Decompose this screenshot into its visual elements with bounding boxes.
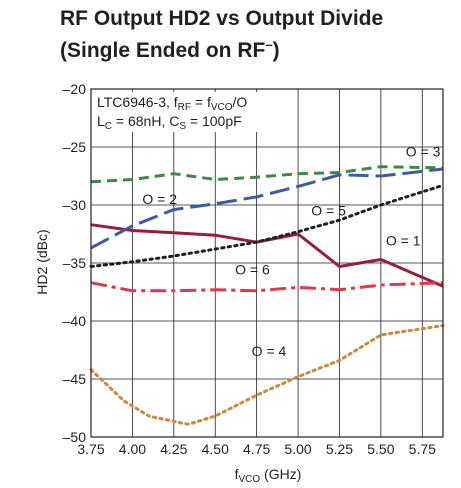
y-tick-label: –30	[63, 197, 87, 213]
x-tick-label: 4.00	[119, 441, 146, 457]
y-tick-label: –35	[63, 255, 87, 271]
chart-title: RF Output HD2 vs Output Divide (Single E…	[60, 6, 383, 64]
y-tick-label: –20	[63, 81, 87, 97]
x-tick-label: 3.75	[77, 441, 104, 457]
annotation-box: LTC6946-3, fRF = fVCO/O LC = 68nH, CS = …	[94, 92, 272, 132]
y-tick-label: –25	[63, 139, 87, 155]
chart-grid	[91, 89, 443, 437]
chart-series	[89, 165, 445, 426]
x-tick-label: 4.25	[160, 441, 187, 457]
series-line-o-4	[89, 324, 445, 426]
series-label: O = 4	[252, 343, 287, 359]
series-line-o-6	[90, 281, 444, 293]
annotation-line-2: LC = 68nH, CS = 100pF	[97, 113, 242, 132]
x-tick-label: 4.50	[202, 441, 229, 457]
chart-title-line-2-main: (Single Ended on RF	[60, 39, 266, 62]
x-axis-label: fVCO (GHz)	[235, 466, 302, 485]
series-labels: O = 1 O = 2 O = 3 O = 4 O = 5 O = 6	[142, 143, 440, 359]
chart-title-line-2-end: )	[272, 39, 280, 62]
y-axis-label: HD2 (dBc)	[34, 229, 50, 294]
y-tick-label: –45	[63, 371, 87, 387]
series-line-o-3	[90, 165, 444, 184]
series-label: O = 6	[235, 262, 270, 278]
y-tick-label: –50	[63, 429, 87, 445]
chart-title-line-1: RF Output HD2 vs Output Divide	[60, 7, 384, 30]
chart-title-superscript: –	[265, 37, 273, 52]
x-tick-label: 5.50	[367, 441, 394, 457]
series-label: O = 2	[142, 191, 177, 207]
x-tick-label: 5.00	[284, 441, 311, 457]
series-line-o-5	[89, 183, 445, 268]
series-label: O = 3	[406, 143, 441, 159]
y-tick-label: –40	[63, 313, 87, 329]
chart-title-line-2: (Single Ended on RF–)	[60, 32, 383, 64]
series-label: O = 1	[386, 233, 421, 249]
plot-frame	[90, 88, 444, 438]
x-tick-label: 4.75	[243, 441, 270, 457]
x-tick-label: 5.25	[326, 441, 353, 457]
axis-ticks: 3.75 4.00 4.25 4.50 4.75 5.00 5.25 5.50 5.75 –50 –…	[63, 81, 436, 457]
annotation-line-1: LTC6946-3, fRF = fVCO/O	[97, 94, 247, 113]
series-label: O = 5	[311, 202, 346, 218]
series-line-o-2	[90, 167, 444, 250]
x-tick-label: 5.75	[409, 441, 436, 457]
